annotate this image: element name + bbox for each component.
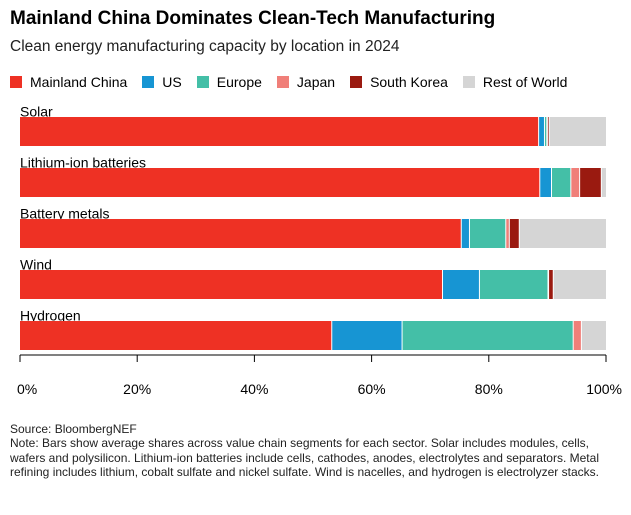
bar-lithium-ion-batteries-mainland-china bbox=[20, 168, 540, 197]
bar-wind-mainland-china bbox=[20, 270, 443, 299]
chart-footer: Source: BloombergNEF Note: Bars show ave… bbox=[10, 422, 622, 479]
bar-solar-us bbox=[538, 117, 545, 146]
x-tick-label: 60% bbox=[358, 381, 386, 397]
category-label-wind: Wind bbox=[20, 257, 52, 273]
bar-hydrogen-europe bbox=[402, 321, 574, 350]
bar-wind-south-korea bbox=[548, 270, 554, 299]
bar-battery-metals-us bbox=[461, 219, 470, 248]
legend-label: Rest of World bbox=[482, 74, 568, 90]
bar-battery-metals-japan bbox=[505, 219, 510, 248]
category-label-hydrogen: Hydrogen bbox=[20, 308, 81, 324]
legend-swatch bbox=[462, 76, 475, 88]
legend-item-mainland-china: Mainland China bbox=[10, 74, 127, 90]
bar-hydrogen-rest-of-world bbox=[581, 321, 606, 350]
chart-legend: Mainland China US Europe Japan South Korea Re… bbox=[10, 72, 582, 92]
x-tick-label: 100% bbox=[586, 381, 622, 397]
chart-title: Mainland China Dominates Clean-Tech Manu… bbox=[10, 8, 496, 29]
category-label-lithium-ion-batteries: Lithium-ion batteries bbox=[20, 155, 146, 171]
legend-label: Europe bbox=[216, 74, 262, 90]
bar-lithium-ion-batteries-rest-of-world bbox=[601, 168, 606, 197]
legend-swatch bbox=[196, 76, 209, 88]
note-text: Note: Bars show average shares across va… bbox=[10, 436, 599, 479]
bar-lithium-ion-batteries-europe bbox=[551, 168, 571, 197]
bar-wind-us bbox=[442, 270, 480, 299]
bar-solar-mainland-china bbox=[20, 117, 539, 146]
legend-label: Japan bbox=[296, 74, 336, 90]
bar-battery-metals-south-korea bbox=[509, 219, 520, 248]
x-tick-label: 0% bbox=[17, 381, 37, 397]
x-tick-label: 80% bbox=[475, 381, 503, 397]
bar-hydrogen-japan bbox=[573, 321, 582, 350]
legend-label: Mainland China bbox=[30, 74, 128, 90]
bar-wind-rest-of-world bbox=[553, 270, 606, 299]
bar-hydrogen-us bbox=[331, 321, 403, 350]
bar-battery-metals-rest-of-world bbox=[519, 219, 606, 248]
stacked-bar-chart: Solar Lithium-ion batteries Battery metals… bbox=[17, 104, 622, 397]
bar-wind-europe bbox=[479, 270, 548, 299]
legend-swatch bbox=[142, 76, 155, 88]
bar-solar-south-korea bbox=[547, 117, 550, 146]
legend-item-rest-of-world: Rest of World bbox=[462, 74, 568, 90]
chart-subtitle: Clean energy manufacturing capacity by l… bbox=[10, 38, 400, 55]
legend-label: US bbox=[162, 74, 182, 90]
source-text: Source: BloombergNEF bbox=[10, 422, 137, 436]
bar-solar-rest-of-world bbox=[549, 117, 606, 146]
legend-item-japan: Japan bbox=[276, 74, 336, 90]
bar-battery-metals-europe bbox=[469, 219, 506, 248]
bar-solar-europe bbox=[544, 117, 547, 146]
legend-label: South Korea bbox=[370, 74, 448, 90]
bar-lithium-ion-batteries-us bbox=[539, 168, 552, 197]
bar-lithium-ion-batteries-south-korea bbox=[579, 168, 602, 197]
bar-battery-metals-mainland-china bbox=[20, 219, 462, 248]
legend-item-south-korea: South Korea bbox=[350, 74, 448, 90]
bar-hydrogen-mainland-china bbox=[20, 321, 332, 350]
legend-item-europe: Europe bbox=[196, 74, 262, 90]
category-label-battery-metals: Battery metals bbox=[20, 206, 109, 222]
x-tick-label: 40% bbox=[240, 381, 268, 397]
bar-lithium-ion-batteries-japan bbox=[570, 168, 580, 197]
legend-swatch bbox=[276, 76, 289, 88]
x-tick-label: 20% bbox=[123, 381, 151, 397]
legend-item-us: US bbox=[142, 74, 182, 90]
legend-swatch bbox=[10, 76, 22, 88]
legend-swatch bbox=[350, 76, 363, 88]
category-label-solar: Solar bbox=[20, 104, 53, 120]
